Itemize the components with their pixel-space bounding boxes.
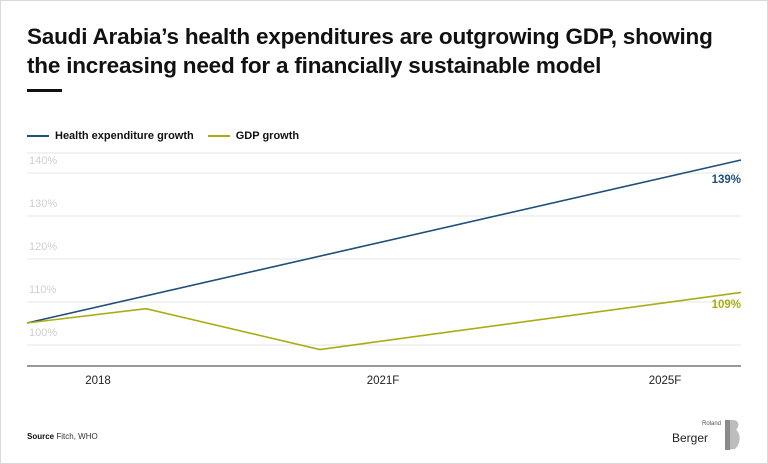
legend: Health expenditure growth GDP growth (27, 128, 313, 144)
end-label-gdp: 109% (712, 299, 741, 311)
y-tick-label: 130% (29, 198, 57, 210)
legend-label-health: Health expenditure growth (55, 130, 194, 142)
legend-item-gdp: GDP growth (207, 130, 300, 142)
x-tick-label: 2025F (649, 375, 682, 387)
y-tick-label: 140% (29, 155, 57, 167)
title-underline (27, 89, 62, 92)
chart-title: Saudi Arabia’s health expenditures are o… (27, 24, 713, 78)
source-text: Fitch, WHO (56, 432, 98, 441)
legend-swatch-gdp (207, 135, 230, 137)
source-note: Source Fitch, WHO (27, 432, 98, 441)
y-tick-label: 120% (29, 241, 57, 253)
legend-swatch-health (27, 135, 49, 137)
roland-berger-logo: Roland Berger (672, 420, 744, 450)
logo-small-text: Roland (702, 421, 722, 427)
x-tick-label: 2018 (85, 375, 111, 387)
logo-big-text: Berger (672, 431, 709, 445)
logo-mark-icon (725, 420, 740, 450)
end-label-health: 139% (712, 174, 741, 186)
source-label: Source (27, 432, 55, 441)
legend-label-gdp: GDP growth (235, 130, 300, 142)
x-tick-label: 2021F (367, 375, 400, 387)
series-line-health (26, 159, 742, 324)
y-tick-label: 110% (29, 284, 57, 296)
y-tick-label: 100% (29, 327, 57, 339)
legend-item-health: Health expenditure growth (27, 130, 194, 142)
series-line-gdp (26, 291, 742, 351)
